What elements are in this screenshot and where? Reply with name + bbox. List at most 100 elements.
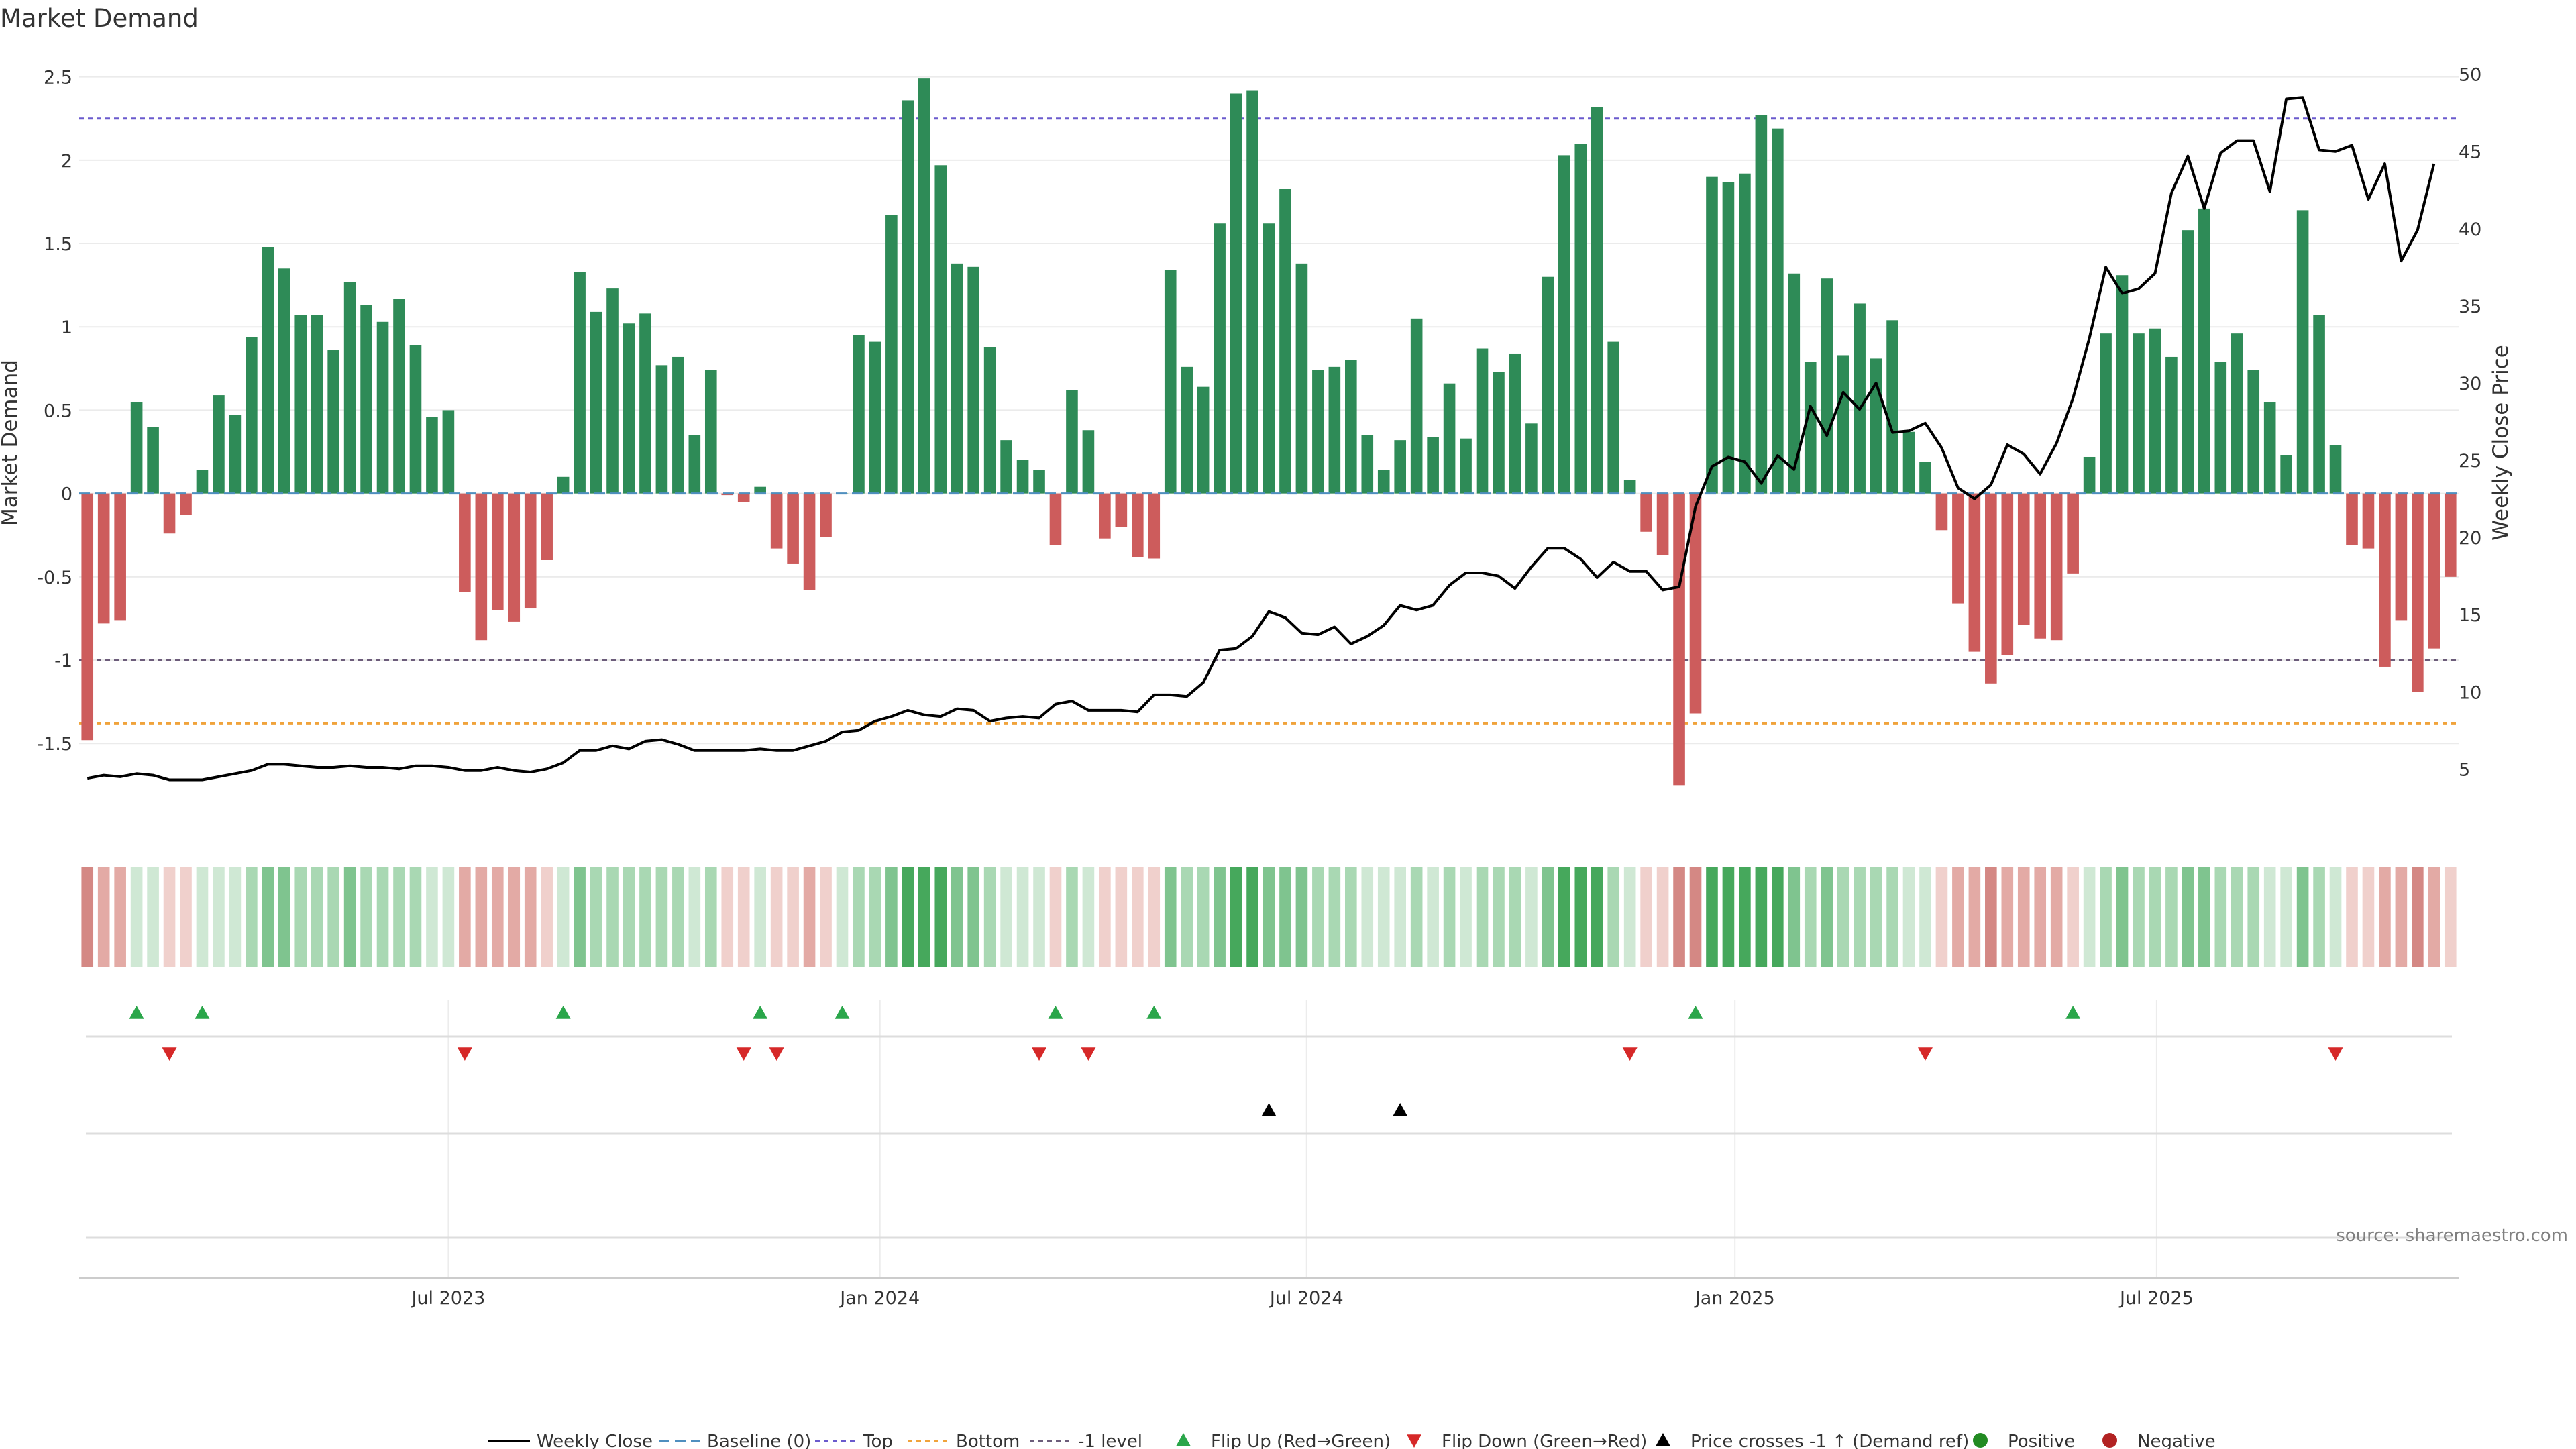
demand-bar-95 bbox=[1640, 493, 1652, 532]
heat-cell-69 bbox=[1214, 867, 1226, 967]
demand-bar-34 bbox=[639, 313, 651, 494]
heat-cell-7 bbox=[196, 867, 209, 967]
demand-bar-9 bbox=[229, 415, 241, 494]
demand-bar-24 bbox=[475, 493, 488, 641]
heat-cell-138 bbox=[2346, 867, 2358, 967]
demand-bar-28 bbox=[541, 493, 553, 560]
flip-down-marker-3 bbox=[769, 1047, 784, 1061]
demand-bar-40 bbox=[737, 493, 750, 502]
demand-bar-35 bbox=[655, 365, 668, 494]
heat-cell-70 bbox=[1230, 867, 1242, 967]
heat-cell-2 bbox=[114, 867, 126, 967]
heat-cell-103 bbox=[1772, 867, 1784, 967]
demand-bar-16 bbox=[343, 282, 356, 494]
flip-down-marker-4 bbox=[1032, 1047, 1047, 1061]
demand-bar-38 bbox=[704, 370, 717, 494]
demand-bar-41 bbox=[754, 486, 766, 494]
demand-bar-58 bbox=[1033, 470, 1045, 494]
heat-cell-116 bbox=[1985, 867, 1997, 967]
demand-bar-47 bbox=[853, 335, 865, 494]
heat-cell-79 bbox=[1377, 867, 1390, 967]
heat-cell-3 bbox=[130, 867, 143, 967]
demand-bar-44 bbox=[803, 493, 816, 590]
heat-cell-131 bbox=[2231, 867, 2243, 967]
demand-bar-3 bbox=[130, 402, 143, 494]
demand-bar-29 bbox=[557, 476, 570, 494]
heat-cell-66 bbox=[1164, 867, 1177, 967]
demand-bar-66 bbox=[1164, 270, 1177, 494]
heat-cell-35 bbox=[655, 867, 668, 967]
demand-bar-111 bbox=[1902, 431, 1915, 494]
demand-bar-136 bbox=[2313, 315, 2325, 494]
heat-cell-82 bbox=[1427, 867, 1439, 967]
heat-cell-61 bbox=[1082, 867, 1095, 967]
demand-bar-130 bbox=[2214, 362, 2227, 494]
demand-bar-61 bbox=[1082, 430, 1095, 494]
demand-bar-141 bbox=[2395, 493, 2408, 621]
heat-cell-129 bbox=[2198, 867, 2210, 967]
demand-bar-100 bbox=[1722, 182, 1735, 494]
heat-cell-72 bbox=[1263, 867, 1275, 967]
legend-label-bottom: Bottom bbox=[956, 1432, 1020, 1449]
demand-bar-8 bbox=[213, 395, 225, 494]
demand-bar-94 bbox=[1623, 480, 1636, 494]
demand-bar-43 bbox=[787, 493, 799, 564]
heat-cell-62 bbox=[1099, 867, 1111, 967]
heat-cell-102 bbox=[1755, 867, 1768, 967]
legend-swatch-flip-down bbox=[1407, 1434, 1421, 1448]
demand-bar-5 bbox=[163, 493, 176, 534]
heat-cell-93 bbox=[1607, 867, 1620, 967]
legend-label-baseline: Baseline (0) bbox=[707, 1432, 811, 1449]
heat-cell-21 bbox=[426, 867, 438, 967]
demand-bar-88 bbox=[1525, 423, 1538, 494]
heat-cell-65 bbox=[1148, 867, 1161, 967]
legend-label-positive: Positive bbox=[2008, 1432, 2075, 1449]
flip-down-marker-7 bbox=[1917, 1047, 1933, 1061]
heat-cell-133 bbox=[2263, 867, 2276, 967]
heat-cell-119 bbox=[2034, 867, 2047, 967]
heat-cell-57 bbox=[1016, 867, 1029, 967]
y-tick-label-2: 1.5 bbox=[44, 234, 72, 255]
heat-cell-4 bbox=[147, 867, 159, 967]
demand-bar-31 bbox=[590, 311, 602, 494]
heat-cell-76 bbox=[1328, 867, 1341, 967]
heat-cell-67 bbox=[1181, 867, 1193, 967]
demand-bar-134 bbox=[2280, 455, 2292, 494]
demand-bar-87 bbox=[1509, 353, 1521, 494]
demand-bar-50 bbox=[902, 100, 914, 494]
demand-bar-64 bbox=[1131, 493, 1144, 557]
demand-bar-79 bbox=[1377, 470, 1390, 494]
heat-cell-134 bbox=[2280, 867, 2292, 967]
legend-label-negative: Negative bbox=[2137, 1432, 2216, 1449]
heat-cell-50 bbox=[902, 867, 914, 967]
source-label: source: sharemaestro.com bbox=[2336, 1226, 2568, 1246]
heat-cell-56 bbox=[1000, 867, 1012, 967]
demand-bar-119 bbox=[2034, 493, 2047, 639]
legend-swatch-flip-up bbox=[1176, 1433, 1191, 1446]
heat-cell-10 bbox=[246, 867, 258, 967]
demand-bar-17 bbox=[360, 305, 372, 494]
legend-label-price-crosses: Price crosses -1 ↑ (Demand ref) bbox=[1690, 1432, 1969, 1449]
demand-bar-135 bbox=[2296, 210, 2309, 494]
heat-cell-127 bbox=[2165, 867, 2178, 967]
heat-cell-63 bbox=[1115, 867, 1128, 967]
demand-bar-55 bbox=[983, 347, 996, 494]
heat-cell-71 bbox=[1246, 867, 1258, 967]
demand-bar-14 bbox=[311, 315, 323, 494]
demand-bar-96 bbox=[1656, 493, 1669, 555]
demand-bar-48 bbox=[869, 341, 881, 494]
demand-bar-115 bbox=[1968, 493, 1981, 652]
demand-bar-121 bbox=[2067, 493, 2079, 574]
flip-up-marker-6 bbox=[1146, 1006, 1162, 1019]
heat-cell-22 bbox=[442, 867, 455, 967]
flip-down-marker-5 bbox=[1081, 1047, 1096, 1061]
demand-bar-133 bbox=[2263, 402, 2276, 494]
heat-cell-19 bbox=[393, 867, 405, 967]
demand-bar-32 bbox=[606, 288, 619, 494]
demand-bar-62 bbox=[1099, 493, 1111, 539]
demand-bar-125 bbox=[2133, 333, 2145, 494]
heat-cell-89 bbox=[1542, 867, 1554, 967]
flip-up-marker-8 bbox=[2065, 1006, 2081, 1019]
demand-bar-80 bbox=[1394, 440, 1407, 494]
demand-bar-140 bbox=[2379, 493, 2391, 667]
